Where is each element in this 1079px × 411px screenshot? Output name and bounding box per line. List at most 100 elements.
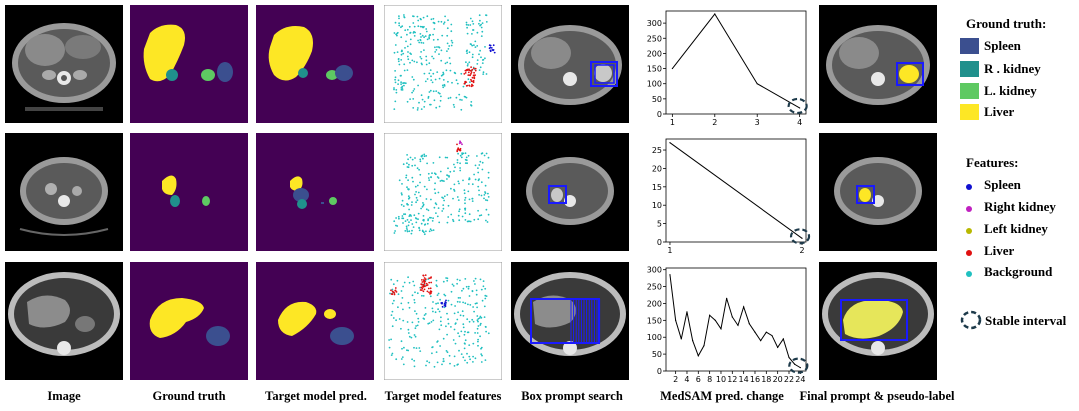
feature-point (465, 23, 468, 26)
feature-point (459, 98, 461, 101)
feature-point (463, 95, 466, 98)
feature-point (423, 233, 426, 236)
feature-point (425, 30, 428, 33)
feature-point (440, 49, 443, 52)
feature-point (415, 201, 417, 204)
feature-point (423, 49, 425, 51)
feature-point (394, 44, 397, 46)
feature-point (442, 73, 444, 76)
feature-point (480, 23, 482, 26)
feature-point (414, 327, 417, 330)
feature-point (464, 152, 467, 155)
data-point (714, 13, 716, 15)
legend-label-right-kidney: R . kidney (984, 61, 1041, 76)
feature-point (417, 84, 419, 87)
feature-point (400, 53, 403, 56)
feature-point (437, 191, 440, 194)
feature-point (462, 314, 465, 317)
feature-point (472, 23, 475, 25)
feature-point (463, 347, 466, 350)
feature-point (450, 187, 452, 190)
features-row1 (384, 5, 502, 123)
data-point (765, 331, 767, 333)
legend-swatch-right-kidney (960, 61, 979, 77)
feature-point (412, 280, 415, 283)
feature-point (467, 303, 469, 306)
feature-point (413, 299, 416, 301)
feature-point (426, 78, 429, 80)
feature-point (481, 299, 484, 302)
feature-point (439, 180, 442, 182)
feature-point (433, 22, 436, 25)
x-tick-label: 4 (684, 375, 689, 384)
feature-point (406, 154, 408, 156)
feature-point (400, 203, 403, 206)
feature-point (473, 44, 475, 46)
feature-point (467, 24, 470, 26)
column-label-medsam-change: MedSAM pred. change (660, 389, 784, 403)
feature-point (433, 99, 436, 102)
data-point (771, 334, 773, 337)
feature-point (401, 217, 404, 220)
feature-point (479, 66, 482, 69)
feature-point (442, 71, 445, 74)
feature-point (438, 53, 440, 55)
feature-point (402, 319, 405, 322)
feature-point (467, 71, 470, 74)
feature-point (453, 312, 456, 315)
legend-feature-background: Background (984, 264, 1053, 279)
feature-point (453, 365, 456, 367)
feature-point (471, 44, 474, 47)
feature-point (430, 75, 432, 78)
feature-point (464, 330, 466, 333)
feature-point (470, 104, 473, 107)
legend-dot-left-kidney (966, 228, 972, 234)
feature-point (428, 36, 430, 38)
ground-truth-row3 (130, 262, 248, 380)
target-pred-row1 (256, 5, 374, 123)
feature-point (456, 282, 458, 285)
feature-point (437, 308, 439, 311)
feature-point (409, 98, 411, 100)
feature-point (430, 281, 433, 284)
feature-point (482, 73, 485, 75)
x-tick-label: 18 (761, 375, 771, 384)
feature-point (487, 192, 489, 195)
feature-point (393, 87, 395, 89)
feature-point (403, 69, 406, 72)
feature-point (474, 302, 477, 305)
feature-point (406, 162, 408, 165)
feature-point (443, 302, 446, 305)
x-tick-label: 2 (673, 375, 678, 384)
feature-point (448, 57, 451, 59)
feature-point (473, 67, 475, 70)
feature-point (421, 279, 423, 281)
feature-point (406, 230, 409, 233)
chart-frame (665, 10, 807, 115)
feature-point (455, 96, 458, 99)
feature-point (469, 81, 471, 83)
feature-point (398, 217, 400, 220)
feature-point (473, 310, 475, 313)
feature-point (443, 195, 446, 198)
feature-point (420, 207, 422, 210)
feature-point (446, 279, 449, 282)
feature-point (390, 314, 393, 316)
feature-point (408, 25, 411, 28)
feature-point (417, 25, 420, 28)
feature-point (464, 199, 466, 201)
feature-point (419, 17, 422, 20)
feature-point (443, 85, 446, 87)
feature-point (394, 287, 397, 289)
feature-point (407, 301, 410, 304)
feature-point (473, 173, 475, 176)
y-tick-label: 300 (647, 266, 662, 275)
column-label-ground-truth: Ground truth (152, 389, 226, 403)
feature-point (469, 43, 472, 45)
feature-point (468, 69, 471, 72)
feature-point (479, 160, 482, 163)
feature-point (450, 44, 453, 47)
feature-point (468, 198, 471, 201)
feature-point (421, 154, 424, 157)
feature-point (465, 69, 467, 72)
